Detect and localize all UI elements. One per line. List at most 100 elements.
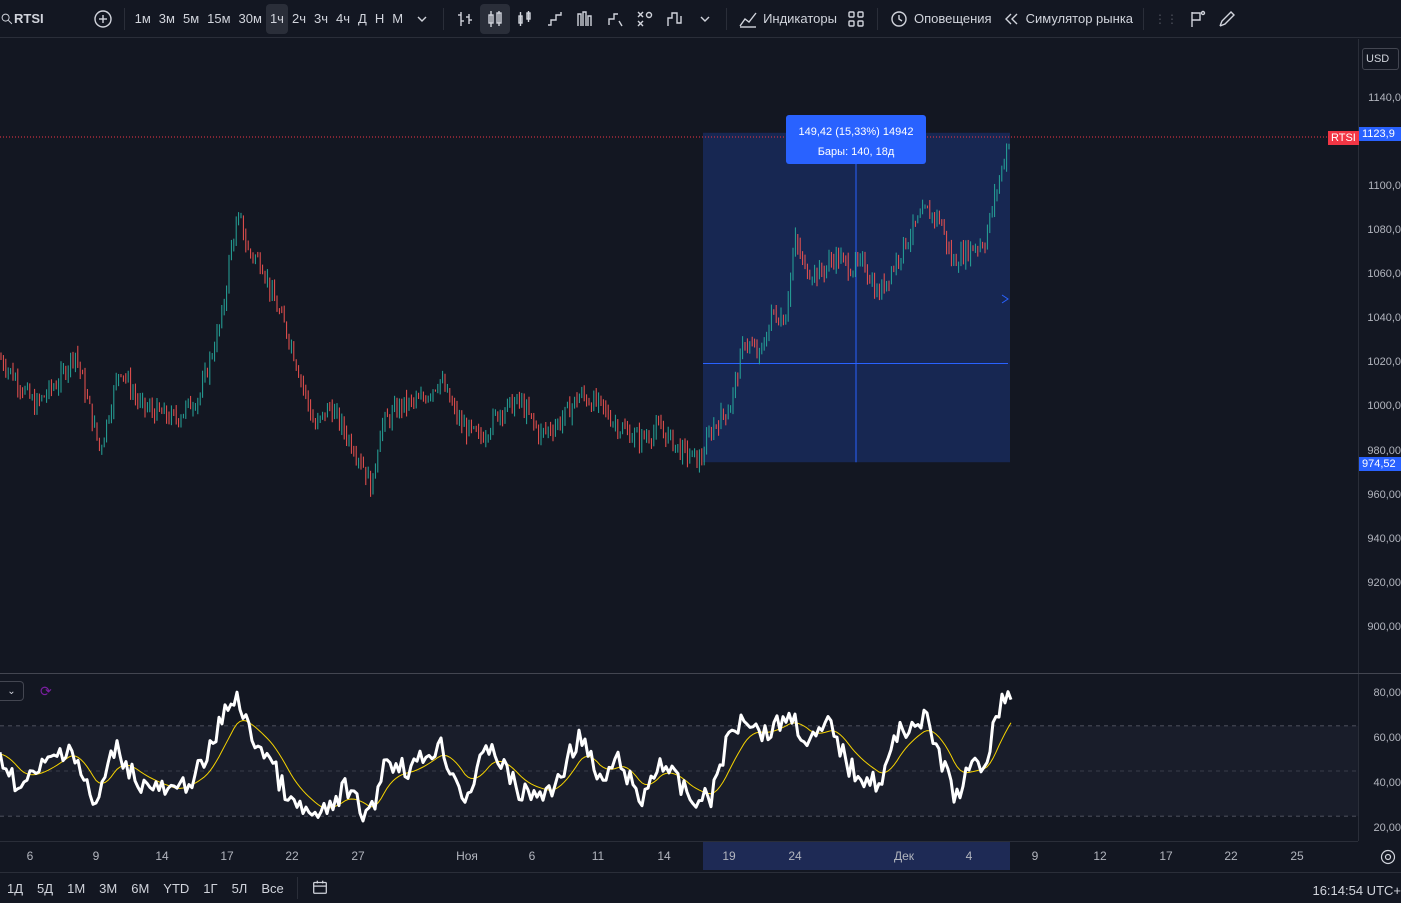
- calendar-icon: [311, 880, 329, 899]
- range-button[interactable]: YTD: [163, 880, 190, 896]
- oscillator-band: [0, 726, 1358, 816]
- clock[interactable]: 16:14:54 UTC+: [1312, 883, 1401, 898]
- interval-button[interactable]: 1ч: [265, 3, 288, 34]
- measure-bars-text: Бары: 140, 18д: [817, 146, 895, 158]
- time-label: 27: [351, 849, 365, 863]
- alarm-clock-icon: [888, 8, 910, 30]
- alerts-label: Оповещения: [913, 11, 992, 26]
- time-label: 25: [1290, 849, 1304, 863]
- interval-button[interactable]: Н: [374, 11, 385, 26]
- top-toolbar: RTSI 1м 3м 5м 15м 30м 1ч 2ч 3ч 4ч Д Н М Индикаторы …: [0, 0, 1401, 38]
- date-range-button[interactable]: [304, 878, 336, 899]
- step-line-icon: [544, 8, 566, 30]
- point-figure-button[interactable]: [630, 4, 660, 34]
- pencil-icon: [1216, 8, 1238, 30]
- line-style-button[interactable]: [540, 4, 570, 34]
- range-button[interactable]: 5Л: [231, 880, 248, 896]
- bars-style-button[interactable]: [450, 4, 480, 34]
- time-range-highlight: [703, 842, 1010, 870]
- plus-circle-icon: [92, 8, 114, 30]
- replay-button[interactable]: Симулятор рынка: [996, 4, 1137, 34]
- interval-button[interactable]: 15м: [207, 11, 231, 26]
- oscillator-axis[interactable]: 80,00 60,00 40,00 20,00: [1358, 674, 1401, 841]
- layout-button[interactable]: [841, 4, 871, 34]
- toolbar-divider: [726, 7, 728, 30]
- indicators-label: Индикаторы: [763, 11, 837, 26]
- chevron-down-icon: [411, 8, 433, 30]
- toolbar-divider: [1143, 7, 1145, 30]
- hollow-candles-button[interactable]: [510, 4, 540, 34]
- toolbar-divider: [443, 7, 445, 30]
- price-label: 920,00: [1367, 577, 1401, 589]
- oscillator-level-label: 60,00: [1373, 732, 1401, 744]
- time-label: 22: [285, 849, 299, 863]
- price-chart-canvas[interactable]: [0, 39, 1358, 673]
- range-button[interactable]: 3М: [99, 880, 118, 896]
- kagi-style-button[interactable]: [660, 4, 690, 34]
- price-chart[interactable]: 149,42 (15,33%) 14942 Бары: 140, 18д: [0, 39, 1358, 673]
- point-figure-icon: [634, 8, 656, 30]
- interval-button[interactable]: 5м: [182, 11, 200, 26]
- draw-tool-button[interactable]: [1212, 4, 1242, 34]
- range-button[interactable]: 1Г: [203, 880, 218, 896]
- flag-tool-button[interactable]: [1182, 4, 1212, 34]
- oscillator-level-label: 40,00: [1373, 777, 1401, 789]
- time-label: 19: [722, 849, 736, 863]
- pane-separator[interactable]: [0, 673, 1401, 674]
- range-button[interactable]: 1Д: [7, 880, 24, 896]
- oscillator-canvas[interactable]: [0, 674, 1358, 841]
- range-button[interactable]: 5Д: [37, 880, 54, 896]
- price-axis[interactable]: 1140,0 1100,0 1080,0 1060,0 1040,0 1020,0 1000…: [1358, 39, 1401, 673]
- measure-arrow: [1001, 294, 1009, 304]
- time-label: 6: [528, 849, 536, 863]
- time-label: 11: [591, 849, 605, 863]
- indicator-refresh-icon[interactable]: ⟳: [40, 683, 52, 699]
- time-label: 14: [155, 849, 169, 863]
- interval-button[interactable]: 30м: [238, 11, 262, 26]
- interval-button[interactable]: М: [392, 11, 404, 26]
- price-label: 900,00: [1367, 621, 1401, 633]
- hollow-candles-icon: [514, 8, 536, 30]
- drag-handle[interactable]: ⋮⋮: [1150, 4, 1182, 34]
- interval-button[interactable]: 3м: [158, 11, 175, 26]
- oscillator-pane[interactable]: [0, 674, 1358, 841]
- candles-style-button[interactable]: [480, 3, 511, 34]
- renko-icon: [604, 8, 626, 30]
- interval-dropdown-button[interactable]: [407, 4, 437, 34]
- range-button[interactable]: Все: [261, 880, 284, 896]
- price-label: 980,00: [1367, 445, 1401, 457]
- interval-button[interactable]: 4ч: [336, 11, 351, 26]
- indicators-button[interactable]: Индикаторы: [733, 4, 841, 34]
- symbol-tag: RTSI: [1328, 131, 1359, 145]
- collapse-pane-button[interactable]: ⌄: [0, 681, 24, 701]
- symbol-search[interactable]: RTSI: [0, 4, 88, 34]
- range-low-label: 974,52: [1359, 457, 1401, 471]
- bars-icon: [454, 8, 476, 30]
- measure-tooltip: 149,42 (15,33%) 14942 Бары: 140, 18д: [786, 115, 926, 164]
- price-label: 960,00: [1367, 489, 1401, 501]
- interval-list: 1м 3м 5м 15м 30м 1ч 2ч 3ч 4ч Д Н М: [131, 3, 407, 34]
- gear-icon[interactable]: [1380, 849, 1396, 865]
- candles-icon: [484, 8, 506, 30]
- time-label: 4: [965, 849, 973, 863]
- renko-style-button[interactable]: [600, 4, 630, 34]
- time-label: 9: [92, 849, 100, 863]
- interval-button[interactable]: 2ч: [291, 11, 306, 26]
- time-label: Ноя: [456, 849, 478, 863]
- currency-button[interactable]: USD: [1362, 48, 1399, 70]
- interval-button[interactable]: 3ч: [313, 11, 328, 26]
- interval-button[interactable]: 1м: [134, 11, 151, 26]
- columns-style-button[interactable]: [570, 4, 600, 34]
- flag-icon: [1186, 8, 1208, 30]
- drag-dots-icon: ⋮⋮: [1154, 11, 1179, 26]
- time-axis[interactable]: [0, 841, 1358, 871]
- chart-style-dropdown[interactable]: [690, 4, 720, 34]
- range-button[interactable]: 1М: [67, 880, 86, 896]
- alerts-button[interactable]: Оповещения: [884, 4, 996, 34]
- toolbar-divider: [123, 7, 125, 30]
- oscillator-level-label: 80,00: [1373, 687, 1401, 699]
- range-button[interactable]: 6М: [131, 880, 150, 896]
- compare-symbol-button[interactable]: [88, 4, 118, 34]
- interval-button[interactable]: Д: [358, 11, 367, 26]
